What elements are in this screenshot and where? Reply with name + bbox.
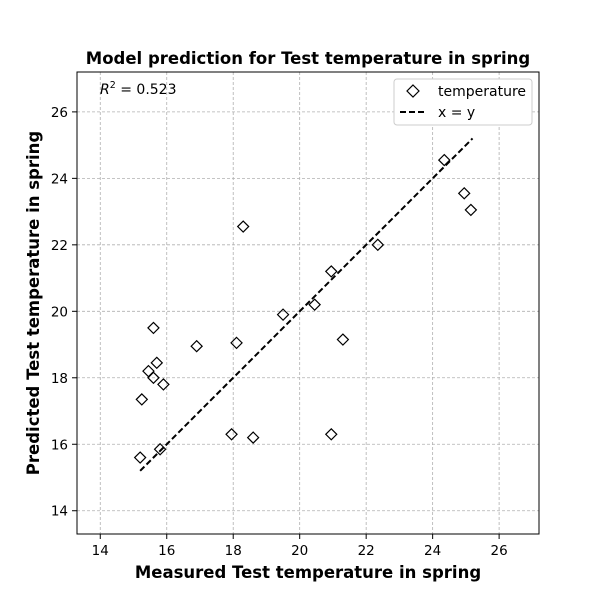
x-axis-label: Measured Test temperature in spring: [135, 563, 481, 582]
data-point: [190, 339, 204, 353]
x-axis-ticks: 14 16 18 20 22 24 26: [92, 534, 508, 559]
data-point: [135, 393, 149, 406]
data-point: [147, 371, 160, 385]
chart-title: Model prediction for Test temperature in…: [86, 49, 530, 68]
legend: temperature x = y: [393, 78, 533, 126]
x-tick-label: 18: [225, 543, 242, 559]
data-point: [308, 298, 321, 312]
data-point: [464, 203, 478, 217]
series-x-equals-y: [139, 137, 474, 472]
plot-frame: [76, 71, 540, 535]
x-tick-label: 16: [158, 543, 175, 559]
data-point: [225, 427, 238, 441]
data-point: [147, 321, 160, 335]
r-squared-value: = 0.523: [116, 82, 177, 98]
x-tick-label: 14: [92, 543, 109, 559]
y-tick-label: 22: [51, 238, 68, 254]
series-temperature: [133, 153, 478, 464]
x-tick-label: 20: [291, 543, 308, 559]
y-tick-label: 18: [51, 371, 68, 387]
y-tick-label: 26: [51, 105, 68, 121]
data-point: [371, 238, 385, 252]
grid: [77, 72, 539, 534]
data-point: [336, 333, 350, 346]
legend-marker-temperature: [406, 84, 420, 98]
legend-label-temperature: temperature: [438, 84, 526, 100]
data-point: [150, 356, 164, 370]
identity-line: [139, 137, 474, 472]
data-point: [236, 220, 250, 233]
x-tick-label: 26: [491, 543, 508, 559]
r-squared-annotation: R2 = 0.523: [100, 80, 177, 98]
x-tick-label: 24: [424, 543, 441, 559]
data-point: [230, 336, 243, 350]
data-point: [157, 378, 170, 391]
data-point: [133, 451, 147, 464]
data-point: [457, 186, 471, 200]
data-point: [246, 431, 260, 444]
legend-box: [393, 78, 533, 126]
y-axis-ticks: 14 16 18 20 22 24 26: [51, 105, 77, 520]
y-tick-label: 20: [51, 304, 68, 320]
y-tick-label: 24: [51, 171, 68, 187]
r-squared-superscript: 2: [110, 80, 116, 91]
data-point: [276, 308, 290, 321]
data-point: [437, 153, 451, 167]
data-point: [153, 442, 167, 456]
x-tick-label: 22: [358, 543, 375, 559]
data-point: [324, 265, 338, 278]
r-squared-symbol: R: [100, 82, 110, 98]
legend-label-x-equals-y: x = y: [438, 105, 475, 121]
y-tick-label: 14: [51, 504, 68, 520]
y-axis-label: Predicted Test temperature in spring: [24, 131, 43, 475]
data-point: [324, 427, 338, 441]
y-tick-label: 16: [51, 437, 68, 453]
